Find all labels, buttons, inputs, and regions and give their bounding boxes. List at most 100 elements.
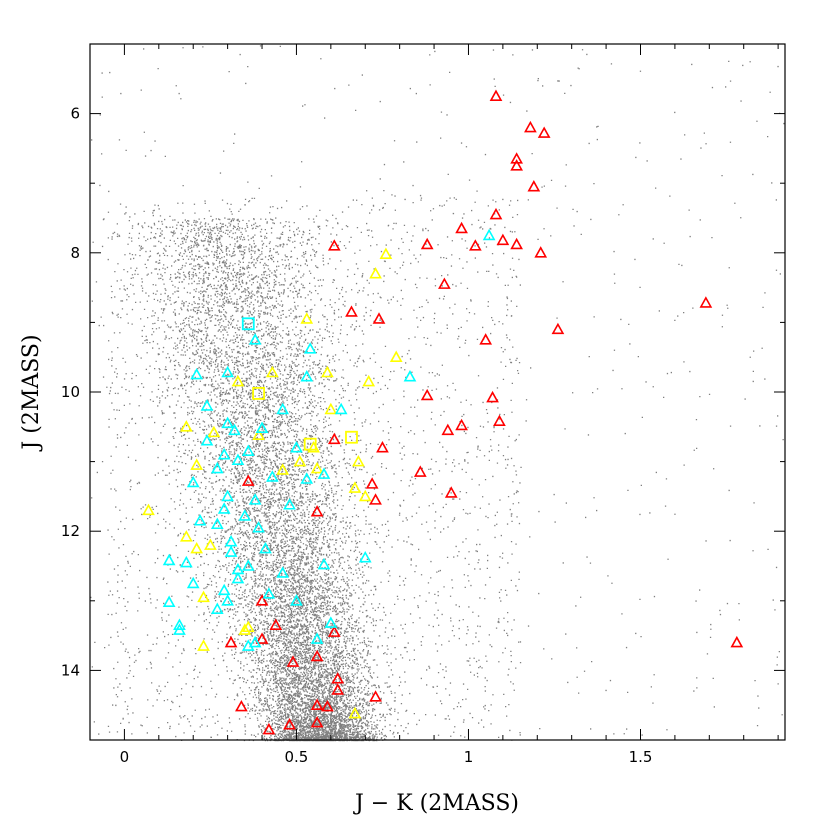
y-tick-label: 6 xyxy=(70,105,80,123)
data-point xyxy=(300,312,314,324)
data-point xyxy=(369,493,382,505)
x-axis-title: J − K (2MASS) xyxy=(353,791,519,816)
data-point xyxy=(252,386,265,400)
series-4-square xyxy=(252,386,358,451)
data-point xyxy=(321,699,334,712)
data-point xyxy=(221,416,234,429)
data-point xyxy=(235,699,248,712)
data-point xyxy=(259,541,272,554)
data-point xyxy=(455,418,468,431)
data-point xyxy=(231,374,245,387)
data-point xyxy=(228,423,241,436)
data-point xyxy=(420,388,434,401)
data-point xyxy=(210,602,224,614)
data-point xyxy=(524,120,537,133)
y-tick-label: 8 xyxy=(70,244,80,262)
data-point xyxy=(252,521,265,533)
data-point xyxy=(537,126,551,138)
data-point xyxy=(252,428,265,440)
data-point xyxy=(334,402,348,415)
data-point xyxy=(221,594,234,606)
data-point xyxy=(348,706,362,719)
data-point xyxy=(238,623,252,635)
data-point xyxy=(376,441,389,453)
data-point xyxy=(310,632,324,644)
data-point xyxy=(327,625,341,637)
data-point xyxy=(327,432,341,445)
data-point xyxy=(255,421,269,433)
data-point xyxy=(369,690,382,702)
data-point xyxy=(413,465,427,477)
data-point xyxy=(331,672,345,684)
y-tick-label: 14 xyxy=(61,661,80,679)
data-point xyxy=(300,370,314,382)
data-point xyxy=(358,489,372,502)
data-point xyxy=(179,420,193,432)
data-point xyxy=(534,246,548,258)
data-point xyxy=(496,233,510,246)
data-point xyxy=(358,551,372,563)
data-point xyxy=(241,559,255,571)
data-point xyxy=(190,541,204,554)
data-point xyxy=(455,221,468,234)
data-point xyxy=(190,367,204,380)
data-point xyxy=(283,718,296,730)
data-point xyxy=(248,333,262,345)
data-point xyxy=(389,350,403,363)
data-point xyxy=(248,493,262,505)
y-tick-label: 12 xyxy=(61,522,80,540)
data-point xyxy=(486,390,499,403)
x-tick-label: 0 xyxy=(120,748,130,766)
data-point xyxy=(262,587,276,599)
data-point xyxy=(231,453,245,466)
data-point xyxy=(345,430,358,444)
data-point xyxy=(438,277,451,289)
data-point xyxy=(479,333,493,345)
data-point xyxy=(327,239,341,251)
data-point xyxy=(217,502,231,514)
series-1-triangle xyxy=(142,247,403,719)
data-point xyxy=(224,635,238,648)
data-point xyxy=(362,374,376,387)
data-point xyxy=(441,423,455,436)
data-point xyxy=(293,454,307,467)
data-point xyxy=(290,441,303,453)
data-point xyxy=(173,623,186,635)
data-point xyxy=(241,444,255,456)
data-point xyxy=(265,470,279,482)
data-point xyxy=(221,365,234,378)
data-point xyxy=(290,594,303,606)
data-point xyxy=(283,498,296,510)
data-point xyxy=(248,635,262,648)
data-point xyxy=(193,514,207,526)
data-point xyxy=(231,571,245,584)
data-point xyxy=(197,590,210,603)
data-point xyxy=(365,477,379,489)
data-point xyxy=(217,583,231,596)
y-tick-label: 10 xyxy=(61,383,80,401)
y-axis-title: J (2MASS) xyxy=(19,334,44,451)
x-tick-label: 1.5 xyxy=(629,748,653,766)
data-point xyxy=(276,463,290,475)
data-point xyxy=(255,594,269,606)
data-point xyxy=(317,557,331,570)
data-point xyxy=(265,365,279,378)
data-point xyxy=(420,237,434,250)
data-point xyxy=(207,425,221,438)
data-point xyxy=(310,505,324,517)
data-point xyxy=(179,530,193,542)
data-point xyxy=(310,715,324,728)
data-point xyxy=(324,402,338,415)
data-point xyxy=(255,632,269,644)
data-point xyxy=(162,553,176,566)
data-point xyxy=(369,267,382,279)
data-point xyxy=(210,517,224,530)
data-point xyxy=(190,458,204,470)
data-point xyxy=(317,467,331,479)
data-point xyxy=(200,399,214,411)
data-point xyxy=(331,683,345,695)
data-point xyxy=(510,237,523,250)
background-field-stars xyxy=(90,45,785,742)
data-point xyxy=(241,317,255,331)
x-tick-label: 0.5 xyxy=(285,748,309,766)
